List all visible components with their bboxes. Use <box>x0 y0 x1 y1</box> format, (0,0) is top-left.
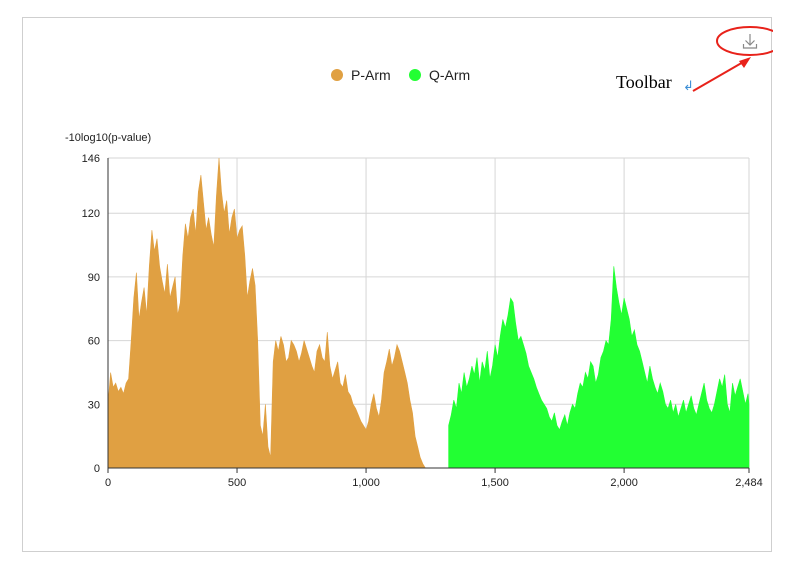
legend-q-arm-label: Q-Arm <box>429 67 470 83</box>
toolbar-label: Toolbar <box>616 72 672 92</box>
legend-p-arm-label: P-Arm <box>351 67 391 83</box>
annotation-arrowhead <box>739 57 751 68</box>
chart-svg: 0 30 60 90 120 146 0 500 1,000 1,500 2,000 2,484 -1… <box>65 26 773 489</box>
return-glyph: ↲ <box>683 79 694 94</box>
y-tick-label: 60 <box>88 336 100 348</box>
download-button[interactable] <box>742 34 758 49</box>
legend-item-p-arm[interactable]: P-Arm <box>331 67 391 83</box>
axis-layer: 0 30 60 90 120 146 0 500 1,000 1,500 2,000 2,484 <box>82 153 763 489</box>
chart-panel: 0 30 60 90 120 146 0 500 1,000 1,500 2,000 2,484 -1… <box>22 17 773 552</box>
x-tick-label: 2,000 <box>610 477 638 489</box>
x-tick-label: 2,484 <box>735 477 763 489</box>
toolbar-annotation: Toolbar ↲ <box>616 26 773 94</box>
y-tick-label: 30 <box>88 399 100 411</box>
y-tick-label: 0 <box>94 463 100 475</box>
series-area-q-arm <box>448 266 750 469</box>
legend-p-arm-marker <box>331 69 343 81</box>
y-tick-label: 120 <box>82 208 100 220</box>
y-axis-label: -10log10(p-value) <box>65 132 151 144</box>
legend: P-Arm Q-Arm <box>331 67 470 83</box>
legend-q-arm-marker <box>409 69 421 81</box>
series-area-p-arm <box>107 157 436 469</box>
x-tick-label: 500 <box>228 477 246 489</box>
x-tick-label: 1,000 <box>352 477 380 489</box>
y-tick-label: 90 <box>88 272 100 284</box>
legend-item-q-arm[interactable]: Q-Arm <box>409 67 470 83</box>
annotation-arrow <box>692 60 746 92</box>
download-icon <box>742 34 758 49</box>
x-tick-label: 0 <box>105 477 111 489</box>
x-tick-label: 1,500 <box>481 477 509 489</box>
y-tick-label: 146 <box>82 153 100 165</box>
annotation-ellipse <box>716 26 773 56</box>
series-layer <box>107 157 750 469</box>
